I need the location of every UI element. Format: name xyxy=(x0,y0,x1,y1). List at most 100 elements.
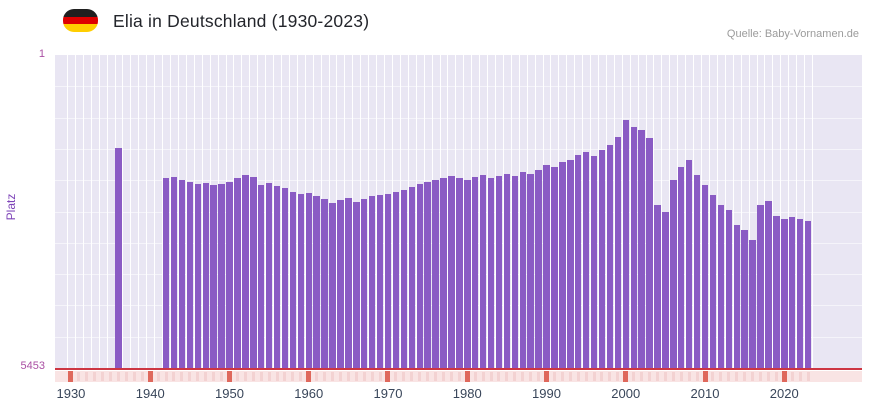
v-gridline xyxy=(812,55,813,368)
bar-2000[interactable] xyxy=(622,119,629,368)
bar-1987[interactable] xyxy=(519,172,526,368)
bar-1977[interactable] xyxy=(440,177,447,368)
bar-2018[interactable] xyxy=(765,200,772,368)
bar-1948[interactable] xyxy=(210,184,217,368)
bar-1976[interactable] xyxy=(432,180,439,368)
bar-1965[interactable] xyxy=(345,197,352,368)
bar-1983[interactable] xyxy=(487,177,495,368)
bar-1968[interactable] xyxy=(368,196,376,368)
bar-1995[interactable] xyxy=(582,152,590,368)
bar-1952[interactable] xyxy=(242,174,249,368)
bar-1963[interactable] xyxy=(329,203,336,368)
h-gridline xyxy=(55,148,862,150)
bar-1936[interactable] xyxy=(115,147,122,368)
bar-2023[interactable] xyxy=(804,221,812,368)
v-gridline xyxy=(439,55,441,368)
bar-1946[interactable] xyxy=(194,184,202,368)
v-gridline xyxy=(336,55,338,368)
v-gridline xyxy=(637,55,639,368)
bar-1947[interactable] xyxy=(202,183,209,368)
year-tick-1933 xyxy=(93,372,97,381)
bar-2021[interactable] xyxy=(789,217,796,368)
bar-2017[interactable] xyxy=(757,205,764,368)
bar-1992[interactable] xyxy=(559,161,566,368)
bar-1950[interactable] xyxy=(226,181,233,368)
v-gridline xyxy=(296,55,298,368)
bar-1994[interactable] xyxy=(575,154,582,368)
v-gridline xyxy=(209,55,211,368)
bar-2005[interactable] xyxy=(662,212,669,368)
year-tick-1932 xyxy=(85,372,89,381)
v-gridline xyxy=(804,55,806,368)
bar-1997[interactable] xyxy=(598,149,606,368)
bar-2013[interactable] xyxy=(725,209,733,368)
bar-1956[interactable] xyxy=(273,185,281,368)
bar-1959[interactable] xyxy=(297,193,305,368)
bar-2016[interactable] xyxy=(749,239,756,368)
bar-2002[interactable] xyxy=(638,129,645,368)
year-tick-2013 xyxy=(727,372,731,381)
bar-2012[interactable] xyxy=(717,204,725,368)
bar-1971[interactable] xyxy=(392,192,400,368)
v-gridline xyxy=(542,55,544,368)
bar-1998[interactable] xyxy=(606,145,614,368)
bar-1953[interactable] xyxy=(250,177,257,368)
bar-1966[interactable] xyxy=(353,201,360,368)
bar-2003[interactable] xyxy=(646,138,653,368)
bar-2011[interactable] xyxy=(709,195,717,368)
bar-1958[interactable] xyxy=(289,192,297,368)
bar-1962[interactable] xyxy=(321,199,328,368)
bar-2009[interactable] xyxy=(693,174,701,368)
bar-1944[interactable] xyxy=(178,180,186,368)
bar-1951[interactable] xyxy=(234,177,241,368)
bar-1960[interactable] xyxy=(305,192,312,368)
bar-1949[interactable] xyxy=(218,184,225,368)
bar-2014[interactable] xyxy=(733,224,740,368)
bar-1942[interactable] xyxy=(162,177,170,368)
year-tick-2007 xyxy=(679,372,683,381)
bar-1967[interactable] xyxy=(361,199,368,368)
bar-2022[interactable] xyxy=(796,219,804,368)
bar-1986[interactable] xyxy=(511,176,519,368)
bar-1982[interactable] xyxy=(479,174,487,368)
bar-1984[interactable] xyxy=(495,176,503,368)
bar-1973[interactable] xyxy=(408,187,416,368)
bar-2008[interactable] xyxy=(685,160,693,368)
bar-2020[interactable] xyxy=(781,219,788,368)
bar-1991[interactable] xyxy=(551,166,558,368)
bar-2015[interactable] xyxy=(741,230,748,368)
bar-2004[interactable] xyxy=(654,204,661,368)
bar-1954[interactable] xyxy=(258,184,265,368)
bar-1972[interactable] xyxy=(400,189,408,368)
x-label-1970: 1970 xyxy=(373,386,403,401)
bar-1975[interactable] xyxy=(424,181,431,368)
bar-2006[interactable] xyxy=(670,180,677,368)
bar-2010[interactable] xyxy=(701,184,709,368)
bar-2001[interactable] xyxy=(630,126,637,368)
bar-1955[interactable] xyxy=(265,183,273,368)
bar-1961[interactable] xyxy=(313,196,320,368)
bar-1943[interactable] xyxy=(170,177,178,368)
bar-1945[interactable] xyxy=(186,181,194,368)
bar-1999[interactable] xyxy=(614,137,622,368)
bar-1969[interactable] xyxy=(376,195,384,368)
bar-1964[interactable] xyxy=(337,200,344,368)
bar-1988[interactable] xyxy=(527,173,534,368)
bar-1990[interactable] xyxy=(543,165,550,368)
v-gridline xyxy=(598,55,599,368)
v-gridline xyxy=(590,55,592,368)
year-tick-2021 xyxy=(790,372,794,381)
bar-1981[interactable] xyxy=(472,177,479,368)
bar-1970[interactable] xyxy=(384,193,392,368)
bar-1957[interactable] xyxy=(281,188,289,368)
bar-1985[interactable] xyxy=(503,173,511,368)
bar-1989[interactable] xyxy=(535,169,542,368)
bar-1974[interactable] xyxy=(416,184,423,368)
bar-1996[interactable] xyxy=(590,156,598,368)
bar-1978[interactable] xyxy=(448,176,455,368)
bar-1980[interactable] xyxy=(464,180,471,368)
bar-1979[interactable] xyxy=(456,177,463,368)
bar-1993[interactable] xyxy=(567,160,574,368)
bar-2019[interactable] xyxy=(773,215,780,368)
bar-2007[interactable] xyxy=(678,166,685,368)
